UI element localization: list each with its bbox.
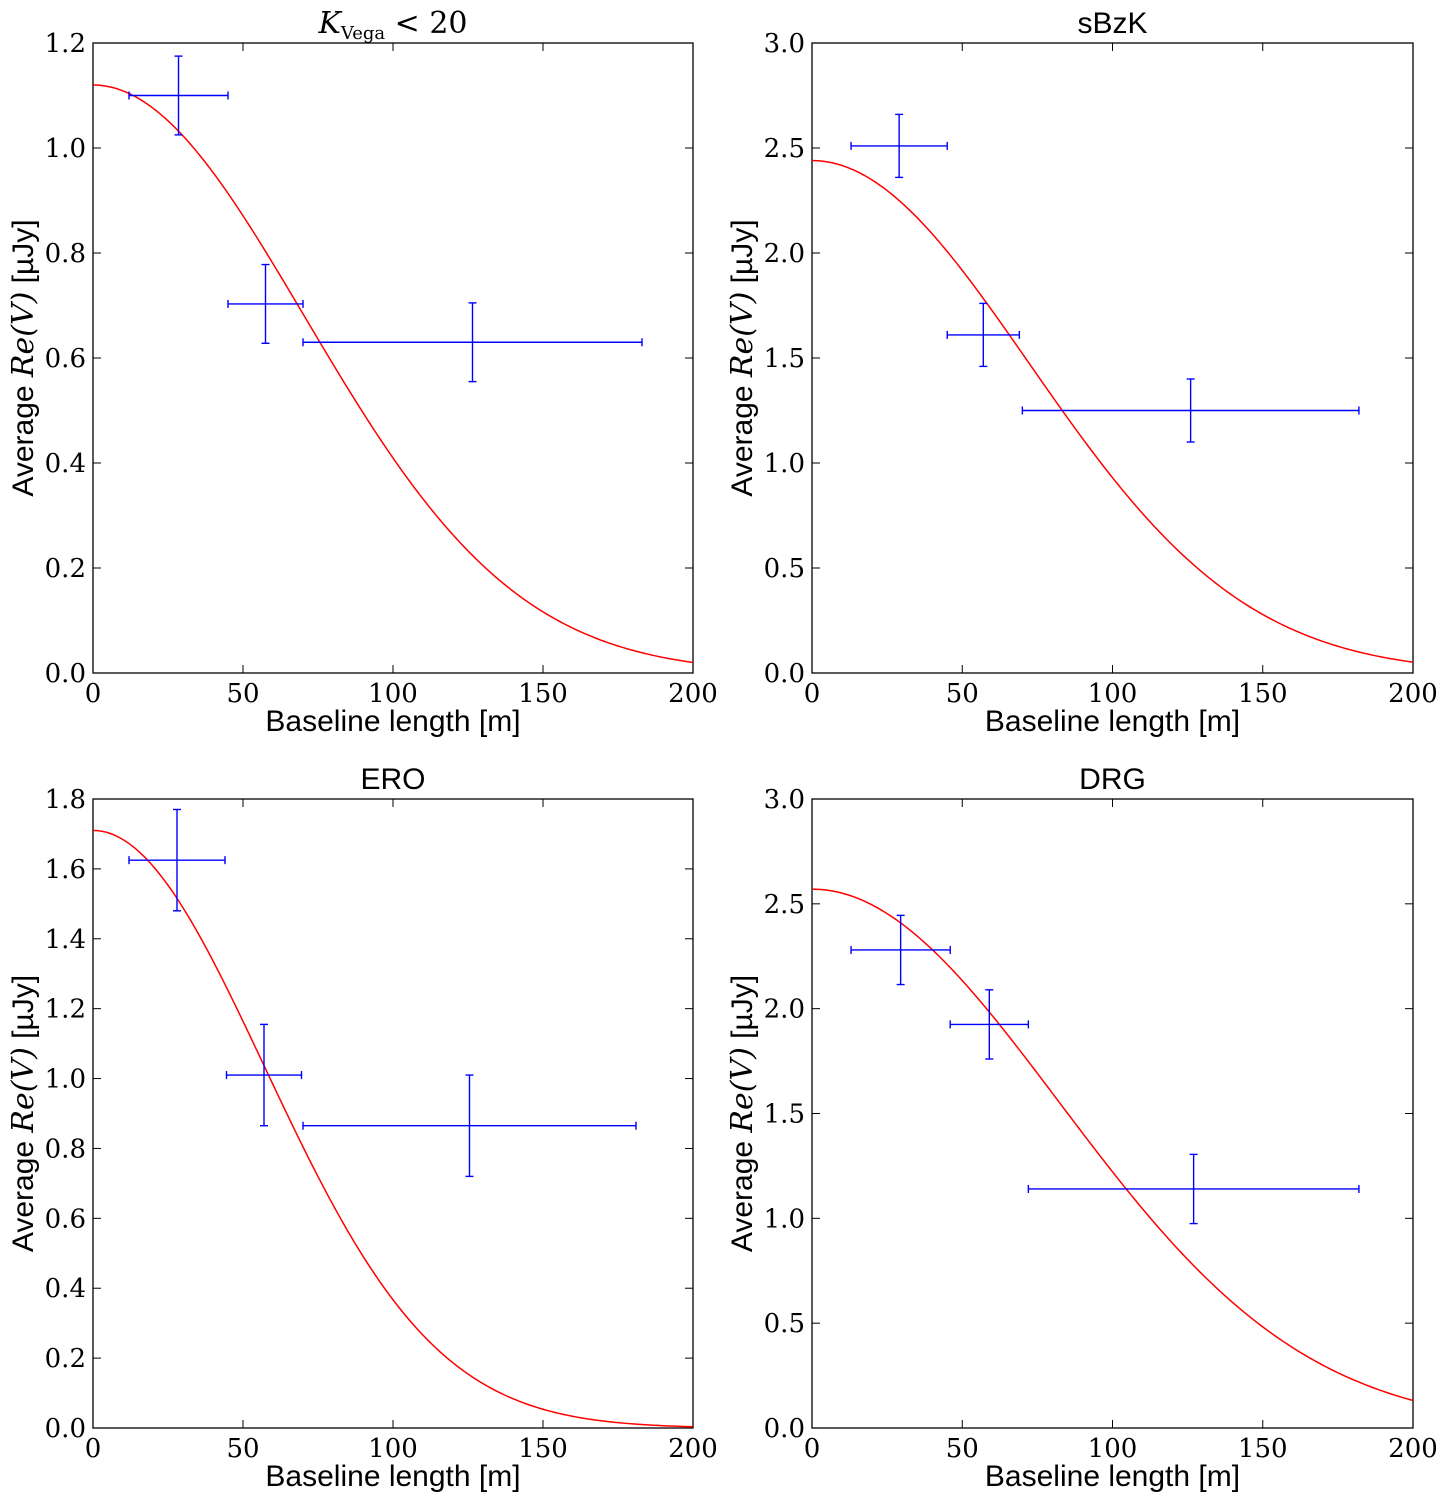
data-point [227,263,304,344]
data-point [225,1023,303,1127]
y-axis-label: Average Re(V) [µJy] [725,975,760,1252]
panel-kvega: 0 50 100 150 200 0.0 0.2 0.4 0.6 0.8 1.0 1.2 Baselin… [6,6,718,738]
panel-ero: 0 50 100 150 200 0.0 0.2 0.4 0.6 0.8 1.0 1.2 1.4 1.6 1… [6,763,718,1493]
y-tick-label: 3.0 [764,29,805,59]
fit-curve [811,888,1414,1402]
plot-frame [92,798,694,1429]
x-tick-label: 0 [804,1434,821,1464]
x-tick-label: 200 [1388,679,1438,709]
x-tick-label: 200 [668,1434,718,1464]
data-point [302,302,643,383]
fit-curve [811,159,1414,663]
chart-title: KVega < 20 [317,6,467,44]
x-axis-label: Baseline length [m] [265,705,520,738]
x-tick-label: 50 [226,679,259,709]
y-tick-label: 1.8 [45,785,86,815]
x-tick-label: 0 [85,1434,102,1464]
y-tick-label: 0.0 [45,1414,86,1444]
data-point [128,55,229,136]
y-tick-label: 0.8 [45,1134,86,1164]
x-tick-label: 150 [1238,1434,1288,1464]
data-point [302,1074,637,1178]
panel-drg: 0 50 100 150 200 0.0 0.5 1.0 1.5 2.0 2.5 3.0 Baselin… [725,763,1438,1493]
y-tick-label: 0.6 [45,1204,86,1234]
x-tick-label: 0 [85,679,102,709]
x-tick-label: 200 [668,679,718,709]
x-axis-label: Baseline length [m] [265,1460,520,1493]
y-tick-label: 1.2 [45,29,86,59]
chart-title: sBzK [1077,7,1147,40]
x-axis-label: Baseline length [m] [985,1460,1240,1493]
y-tick-label: 0.0 [764,659,805,689]
y-tick-label: 1.2 [45,995,86,1025]
y-tick-label: 0.5 [764,554,805,584]
y-tick-label: 1.5 [764,1100,805,1130]
chart-title: DRG [1079,763,1146,796]
data-point [850,914,951,986]
x-tick-label: 150 [1238,679,1288,709]
y-tick-label: 0.6 [45,344,86,374]
y-tick-label: 0.0 [764,1414,805,1444]
x-tick-label: 100 [368,1434,418,1464]
data-point [850,113,948,179]
x-tick-label: 50 [226,1434,259,1464]
y-tick-label: 1.0 [764,1204,805,1234]
y-tick-label: 1.0 [764,449,805,479]
y-tick-label: 0.4 [45,1274,86,1304]
x-tick-label: 50 [946,679,979,709]
x-tick-label: 100 [368,679,418,709]
y-tick-label: 0.4 [45,449,86,479]
fit-curve [92,84,694,664]
x-tick-label: 200 [1388,1434,1438,1464]
y-tick-label: 0.5 [764,1309,805,1339]
x-axis-label: Baseline length [m] [985,705,1240,738]
data-point [946,302,1021,368]
y-tick-label: 0.2 [45,1344,86,1374]
y-tick-label: 1.0 [45,134,86,164]
y-tick-label: 2.5 [764,134,805,164]
data-point [1021,378,1360,443]
plot-frame [811,798,1414,1429]
data-point [128,808,226,912]
plot-frame [92,42,694,674]
y-tick-label: 1.5 [764,344,805,374]
y-tick-label: 1.4 [45,925,86,955]
y-tick-label: 1.6 [45,855,86,885]
y-tick-label: 0.0 [45,659,86,689]
chart-title: ERO [360,763,425,796]
x-tick-label: 150 [518,1434,568,1464]
data-point [949,989,1030,1060]
panel-sbzk: 0 50 100 150 200 0.0 0.5 1.0 1.5 2.0 2.5 3.0 Baselin… [725,7,1438,738]
x-tick-label: 150 [518,679,568,709]
y-tick-label: 3.0 [764,785,805,815]
x-tick-label: 50 [946,1434,979,1464]
y-tick-label: 1.0 [45,1065,86,1095]
plot-frame [811,42,1414,674]
y-tick-label: 2.0 [764,239,805,269]
y-tick-label: 0.8 [45,239,86,269]
x-tick-label: 100 [1088,1434,1138,1464]
y-axis-label: Average Re(V) [µJy] [725,219,760,496]
data-point [1027,1153,1360,1225]
y-tick-label: 2.5 [764,890,805,920]
x-tick-label: 100 [1088,679,1138,709]
fit-curve [92,829,694,1428]
y-axis-label: Average Re(V) [µJy] [6,975,41,1252]
y-axis-label: Average Re(V) [µJy] [6,219,41,496]
y-tick-label: 0.2 [45,554,86,584]
y-tick-label: 2.0 [764,995,805,1025]
x-tick-label: 0 [804,679,821,709]
